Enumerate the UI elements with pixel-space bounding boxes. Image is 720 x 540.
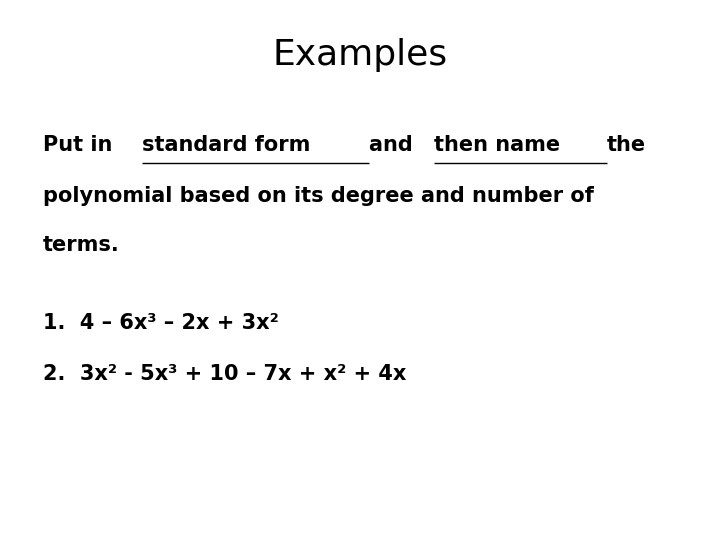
Text: then name: then name	[434, 135, 568, 155]
Text: 2.  3x² - 5x³ + 10 – 7x + x² + 4x: 2. 3x² - 5x³ + 10 – 7x + x² + 4x	[43, 364, 407, 384]
Text: the: the	[606, 135, 646, 155]
Text: 1.  4 – 6x³ – 2x + 3x²: 1. 4 – 6x³ – 2x + 3x²	[43, 313, 279, 333]
Text: polynomial based on its degree and number of: polynomial based on its degree and numbe…	[43, 186, 594, 206]
Text: Examples: Examples	[272, 38, 448, 72]
Text: terms.: terms.	[43, 235, 120, 255]
Text: and: and	[369, 135, 420, 155]
Text: Put in: Put in	[43, 135, 120, 155]
Text: standard form: standard form	[142, 135, 318, 155]
